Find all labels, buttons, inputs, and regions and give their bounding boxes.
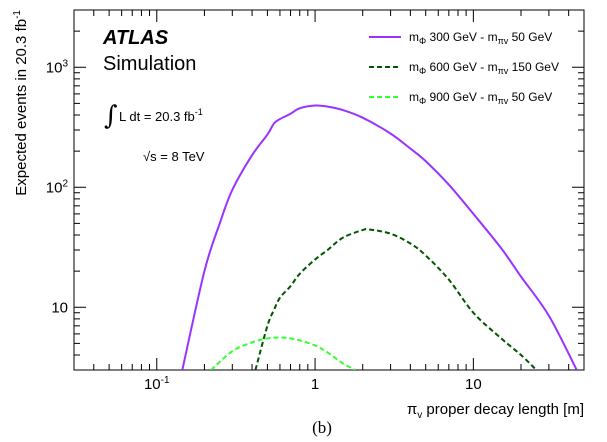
energy-label: √s = 8 TeV: [143, 149, 205, 164]
simulation-label: Simulation: [103, 53, 196, 75]
x-axis-ticks: [73, 10, 585, 370]
series-line-1: [181, 104, 578, 370]
y-axis-label: Expected events in 20.3 fb-1: [12, 10, 30, 196]
y-tick-label-3: 103: [46, 58, 69, 76]
legend-entry-2: mΦ 600 GeV - mπv 150 GeV: [409, 60, 559, 76]
y-tick-label-1: 10: [51, 299, 68, 316]
y-axis-ticks: [74, 9, 584, 371]
caption: (b): [312, 418, 332, 437]
energy-s: s: [150, 149, 157, 164]
atlas-label: ATLAS: [102, 27, 169, 49]
y-axis-tick-labels: 10 102 103: [46, 58, 69, 316]
y-tick-label-2: 102: [46, 178, 69, 196]
series-lines: [181, 104, 578, 370]
x-axis-tick-labels: 10-1 1 10: [144, 375, 482, 393]
plot-frame: [73, 9, 585, 371]
lumi-label: L dt = 20.3 fb-1: [119, 107, 203, 124]
legend-entry-3: mΦ 900 GeV - mπv 50 GeV: [409, 90, 552, 106]
legend: mΦ 300 GeV - mπv 50 GeV mΦ 600 GeV - mπv…: [369, 30, 559, 106]
x-axis-label: πv proper decay length [m]: [407, 401, 584, 421]
lumi-integral-symbol: ∫: [104, 101, 118, 131]
series-line-3: [210, 336, 356, 370]
x-tick-label-3: 10: [465, 376, 482, 393]
series-line-2: [254, 228, 538, 370]
energy-text: = 8 TeV: [157, 149, 205, 164]
lumi-text: L dt = 20.3 fb: [119, 109, 195, 124]
energy-root-symbol: √: [143, 149, 151, 164]
legend-entry-1: mΦ 300 GeV - mπv 50 GeV: [409, 30, 552, 46]
x-tick-label-2: 1: [311, 376, 319, 393]
lumi-superscript: -1: [195, 107, 203, 117]
x-tick-label-1: 10-1: [144, 375, 170, 393]
